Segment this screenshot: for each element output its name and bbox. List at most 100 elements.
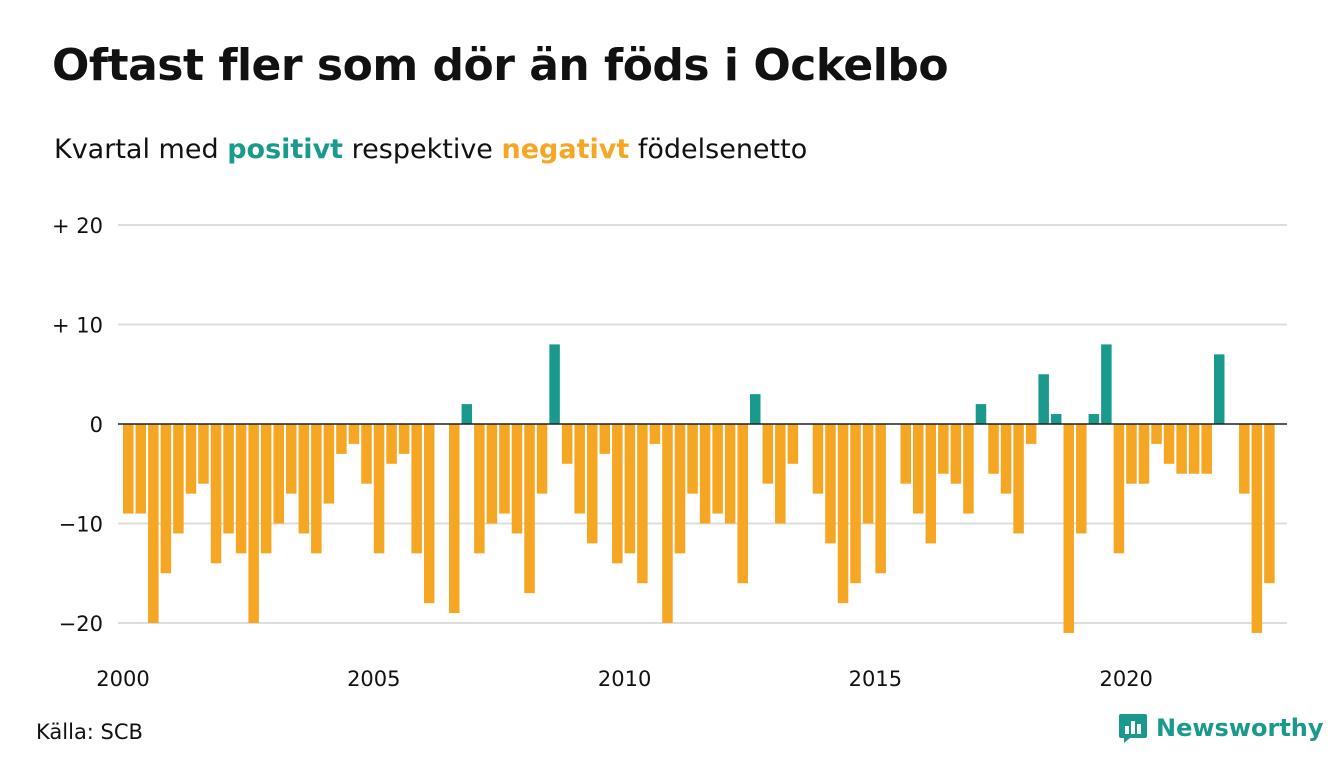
bar-negative: [1251, 424, 1263, 633]
y-tick-label: 0: [90, 413, 103, 437]
y-tick-label: + 20: [52, 214, 103, 238]
bar-negative: [812, 424, 824, 494]
subtitle-text-end: födelsenetto: [637, 134, 808, 165]
bar-negative: [599, 424, 611, 454]
bar-negative: [1113, 424, 1125, 554]
subtitle-positive-label: positivt: [227, 134, 344, 165]
bar-negative: [336, 424, 347, 454]
bar-negative: [900, 424, 911, 484]
bar-negative: [825, 424, 836, 544]
bar-negative: [963, 424, 974, 514]
bar-positive: [461, 404, 473, 424]
bar-negative: [210, 424, 222, 564]
bar-negative: [850, 424, 861, 584]
bar-negative: [950, 424, 962, 484]
bar-negative: [699, 424, 711, 524]
bar-positive: [1213, 354, 1225, 424]
bar-negative: [612, 424, 623, 564]
bar-negative: [574, 424, 585, 514]
bar-positive: [1050, 414, 1062, 424]
chart-title: Oftast fler som dör än föds i Ockelbo: [52, 40, 949, 91]
bar-positive: [549, 344, 560, 424]
bar-negative: [223, 424, 234, 534]
bar-negative: [787, 424, 799, 464]
bar-negative: [712, 424, 723, 514]
x-tick-label: 2000: [96, 667, 149, 691]
bar-negative: [925, 424, 937, 544]
bar-negative: [775, 424, 786, 524]
bar-negative: [913, 424, 924, 514]
bar-negative: [586, 424, 598, 544]
bar-negative: [511, 424, 523, 534]
bar-negative: [724, 424, 736, 524]
bar-negative: [160, 424, 172, 574]
bar-negative: [123, 424, 134, 514]
bar-negative: [737, 424, 748, 584]
bar-negative: [135, 424, 147, 514]
bar-negative: [474, 424, 485, 554]
source-note: Källa: SCB: [36, 720, 143, 744]
bar-negative: [938, 424, 949, 474]
chart-subtitle: Kvartal med positivt respektive negativt…: [54, 134, 807, 165]
bar-negative: [1264, 424, 1275, 584]
bar-negative: [286, 424, 297, 494]
brand-logo: Newsworthy: [1118, 712, 1324, 744]
bar-negative: [373, 424, 385, 554]
bar-negative: [260, 424, 272, 554]
bar-negative: [386, 424, 397, 464]
bar-negative: [524, 424, 535, 594]
bar-negative: [148, 424, 159, 623]
bar-negative: [361, 424, 372, 484]
bar-negative: [837, 424, 849, 604]
bar-negative: [674, 424, 686, 554]
bar-negative: [298, 424, 310, 534]
bar-negative: [449, 424, 460, 614]
bar-negative: [637, 424, 648, 584]
y-tick-label: −10: [59, 513, 103, 537]
bar-positive: [1088, 414, 1100, 424]
bar-negative: [1138, 424, 1150, 484]
x-tick-label: 2005: [347, 667, 400, 691]
bar-negative: [1025, 424, 1037, 444]
x-tick-label: 2010: [598, 667, 651, 691]
bar-negative: [762, 424, 774, 484]
x-tick-label: 2020: [1099, 667, 1152, 691]
brand-name: Newsworthy: [1156, 714, 1324, 742]
x-axis-tick-labels: 2000 2005 2010 2015 2020: [96, 667, 1153, 691]
bar-negative: [235, 424, 247, 554]
bar-negative: [423, 424, 435, 604]
subtitle-text-middle: respektive: [351, 134, 493, 165]
newsworthy-logo-icon: [1119, 714, 1147, 743]
bar-negative: [1239, 424, 1250, 494]
bar-negative: [499, 424, 510, 514]
bar-negative: [662, 424, 673, 623]
bar-negative: [273, 424, 284, 524]
bar-negative: [1126, 424, 1137, 484]
bar-negative: [1188, 424, 1200, 474]
bar-positive: [750, 394, 761, 424]
bar-negative: [398, 424, 410, 454]
bar-negative: [248, 424, 259, 623]
bar-negative: [198, 424, 209, 484]
subtitle-negative-label: negativt: [501, 134, 630, 165]
bar-negative: [624, 424, 636, 554]
bar-negative: [649, 424, 661, 444]
bar-negative: [1163, 424, 1175, 464]
bar-positive: [1101, 344, 1112, 424]
bar-negative: [323, 424, 335, 504]
bar-negative: [1176, 424, 1187, 474]
bar-negative: [348, 424, 360, 444]
bar-negative: [1063, 424, 1074, 633]
bar-negative: [185, 424, 197, 494]
bar-negative: [988, 424, 999, 474]
y-tick-label: −20: [59, 612, 103, 636]
bars: [123, 344, 1275, 633]
bar-negative: [411, 424, 422, 554]
bar-positive: [1038, 374, 1049, 424]
bar-positive: [975, 404, 987, 424]
bar-negative: [536, 424, 548, 494]
bar-negative: [862, 424, 874, 524]
bar-negative: [486, 424, 498, 524]
bar-negative: [1201, 424, 1212, 474]
subtitle-text-start: Kvartal med: [54, 134, 219, 165]
